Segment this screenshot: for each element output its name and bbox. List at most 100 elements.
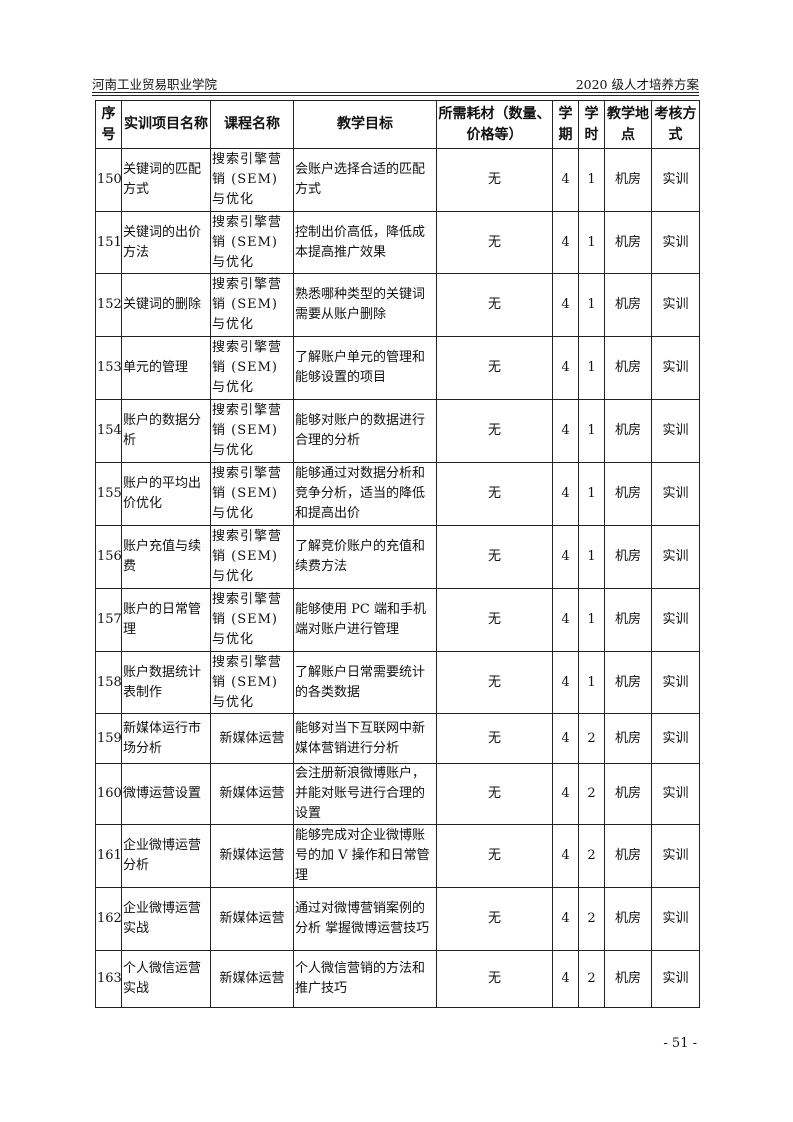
col-seq-cell: 160 bbox=[95, 763, 122, 825]
col-project-cell: 账户充值与续费 bbox=[121, 525, 211, 589]
col-goal-cell: 了解账户单元的管理和能够设置的项目 bbox=[293, 336, 437, 400]
col-course-cell: 搜索引擎营销 (SEM) 与优化 bbox=[210, 588, 294, 652]
col-hours-cell: 1 bbox=[578, 399, 605, 463]
table-row: 150 关键词的匹配方式 搜索引擎营销 (SEM) 与优化 会账户选择合适的匹配方式无… bbox=[95, 148, 700, 212]
training-table: 序号 实训项目名称 课程名称 教学目标 所需耗材（数量、价格等） 学期 学时 教学地点 考核方式… bbox=[95, 100, 700, 1008]
header-institution: 河南工业贸易职业学院 bbox=[92, 77, 218, 92]
col-materials-cell: 无 bbox=[436, 336, 553, 400]
col-project-cell: 账户的平均出价优化 bbox=[121, 462, 211, 526]
col-hours-cell: 1 bbox=[578, 525, 605, 589]
header-rule-thin bbox=[92, 95, 699, 96]
col-course-cell: 搜索引擎营销 (SEM) 与优化 bbox=[210, 525, 294, 589]
col-location-cell: 机房 bbox=[604, 950, 652, 1008]
table-row: 153 单元的管理 搜索引擎营销 (SEM) 与优化 了解账户单元的管理和能够设置的项… bbox=[95, 336, 700, 400]
col-materials-cell: 无 bbox=[436, 651, 553, 714]
col-course-cell: 新媒体运营 bbox=[210, 763, 294, 825]
col-goal-cell: 能够完成对企业微博账号的加 V 操作和日常管理 bbox=[293, 824, 437, 888]
col-term-cell: 4 bbox=[552, 273, 579, 337]
col-seq-cell: 154 bbox=[95, 399, 122, 463]
col-hours-cell: 2 bbox=[578, 824, 605, 888]
col-goal-cell: 通过对微博营销案例的分析 掌握微博运营技巧 bbox=[293, 887, 437, 951]
col-course-cell: 搜索引擎营销 (SEM) 与优化 bbox=[210, 211, 294, 274]
col-seq-cell: 151 bbox=[95, 211, 122, 274]
col-course-cell: 搜索引擎营销 (SEM) 与优化 bbox=[210, 148, 294, 212]
col-term-header: 学期 bbox=[552, 100, 579, 149]
col-materials-cell: 无 bbox=[436, 763, 553, 825]
col-hours-cell: 1 bbox=[578, 148, 605, 212]
col-hours-cell: 2 bbox=[578, 713, 605, 764]
col-seq-header: 序号 bbox=[95, 100, 122, 149]
table-row: 163 个人微信运营实战 新媒体运营 个人微信营销的方法和推广技巧无 4 2 机房 实训 bbox=[95, 950, 700, 1008]
col-assessment-cell: 实训 bbox=[651, 336, 700, 400]
col-course-cell: 搜索引擎营销 (SEM) 与优化 bbox=[210, 399, 294, 463]
col-term-cell: 4 bbox=[552, 651, 579, 714]
col-hours-cell: 1 bbox=[578, 273, 605, 337]
col-term-cell: 4 bbox=[552, 148, 579, 212]
col-course-cell: 搜索引擎营销 (SEM) 与优化 bbox=[210, 651, 294, 714]
col-project-cell: 关键词的匹配方式 bbox=[121, 148, 211, 212]
col-materials-cell: 无 bbox=[436, 588, 553, 652]
col-goal-cell: 熟悉哪种类型的关键词需要从账户删除 bbox=[293, 273, 437, 337]
col-goal-cell: 会注册新浪微博账户，并能对账号进行合理的设置 bbox=[293, 763, 437, 825]
table-row: 161 企业微博运营分析 新媒体运营 能够完成对企业微博账号的加 V 操作和日常管理无… bbox=[95, 824, 700, 888]
col-location-cell: 机房 bbox=[604, 336, 652, 400]
col-location-cell: 机房 bbox=[604, 887, 652, 951]
col-assessment-cell: 实训 bbox=[651, 399, 700, 463]
col-course-cell: 搜索引擎营销 (SEM) 与优化 bbox=[210, 273, 294, 337]
col-term-cell: 4 bbox=[552, 525, 579, 589]
col-course-cell: 新媒体运营 bbox=[210, 713, 294, 764]
col-hours-cell: 2 bbox=[578, 887, 605, 951]
table-header: 序号 实训项目名称 课程名称 教学目标 所需耗材（数量、价格等） 学期 学时 教学地点 考核方式 bbox=[95, 100, 700, 149]
col-materials-cell: 无 bbox=[436, 273, 553, 337]
col-goal-cell: 能够使用 PC 端和手机端对账户进行管理 bbox=[293, 588, 437, 652]
col-seq-cell: 150 bbox=[95, 148, 122, 212]
col-project-cell: 账户的数据分析 bbox=[121, 399, 211, 463]
col-project-header: 实训项目名称 bbox=[121, 100, 211, 149]
col-seq-cell: 162 bbox=[95, 887, 122, 951]
col-goal-cell: 了解账户日常需要统计的各类数据 bbox=[293, 651, 437, 714]
col-seq-cell: 157 bbox=[95, 588, 122, 652]
col-materials-cell: 无 bbox=[436, 211, 553, 274]
col-seq-cell: 158 bbox=[95, 651, 122, 714]
col-goal-cell: 能够对账户的数据进行合理的分析 bbox=[293, 399, 437, 463]
col-term-cell: 4 bbox=[552, 211, 579, 274]
col-goal-cell: 能够对当下互联网中新媒体营销进行分析 bbox=[293, 713, 437, 764]
col-hours-header: 学时 bbox=[578, 100, 605, 149]
col-goal-header: 教学目标 bbox=[293, 100, 437, 149]
col-term-cell: 4 bbox=[552, 713, 579, 764]
col-seq-cell: 161 bbox=[95, 824, 122, 888]
col-project-cell: 企业微博运营实战 bbox=[121, 887, 211, 951]
col-hours-cell: 1 bbox=[578, 462, 605, 526]
col-seq-cell: 163 bbox=[95, 950, 122, 1008]
table-row: 152 关键词的删除 搜索引擎营销 (SEM) 与优化 熟悉哪种类型的关键词需要从账户… bbox=[95, 273, 700, 337]
table-row: 156 账户充值与续费 搜索引擎营销 (SEM) 与优化 了解竞价账户的充值和续费方法… bbox=[95, 525, 700, 589]
col-course-cell: 搜索引擎营销 (SEM) 与优化 bbox=[210, 336, 294, 400]
col-course-header: 课程名称 bbox=[210, 100, 294, 149]
header-doc-title: 2020 级人才培养方案 bbox=[575, 77, 699, 92]
col-course-cell: 搜索引擎营销 (SEM) 与优化 bbox=[210, 462, 294, 526]
col-hours-cell: 1 bbox=[578, 336, 605, 400]
col-seq-cell: 156 bbox=[95, 525, 122, 589]
table-row: 160 微博运营设置 新媒体运营 会注册新浪微博账户，并能对账号进行合理的设置无 4 2 机… bbox=[95, 763, 700, 825]
col-materials-cell: 无 bbox=[436, 887, 553, 951]
col-location-cell: 机房 bbox=[604, 148, 652, 212]
col-goal-cell: 控制出价高低，降低成本提高推广效果 bbox=[293, 211, 437, 274]
col-location-cell: 机房 bbox=[604, 462, 652, 526]
col-term-cell: 4 bbox=[552, 336, 579, 400]
col-term-cell: 4 bbox=[552, 887, 579, 951]
col-assessment-cell: 实训 bbox=[651, 651, 700, 714]
col-course-cell: 新媒体运营 bbox=[210, 824, 294, 888]
table-row: 162 企业微博运营实战 新媒体运营 通过对微博营销案例的分析 掌握微博运营技巧无 4 2… bbox=[95, 887, 700, 951]
col-hours-cell: 1 bbox=[578, 651, 605, 714]
col-materials-cell: 无 bbox=[436, 462, 553, 526]
table-row: 159 新媒体运行市场分析 新媒体运营 能够对当下互联网中新媒体营销进行分析无 4 2 机房… bbox=[95, 713, 700, 764]
col-course-cell: 新媒体运营 bbox=[210, 887, 294, 951]
table-row: 154 账户的数据分析 搜索引擎营销 (SEM) 与优化 能够对账户的数据进行合理的分… bbox=[95, 399, 700, 463]
col-project-cell: 微博运营设置 bbox=[121, 763, 211, 825]
col-assessment-cell: 实训 bbox=[651, 273, 700, 337]
col-project-cell: 单元的管理 bbox=[121, 336, 211, 400]
page-number: - 51 - bbox=[663, 1036, 697, 1051]
header-rule bbox=[92, 92, 699, 93]
col-materials-cell: 无 bbox=[436, 525, 553, 589]
